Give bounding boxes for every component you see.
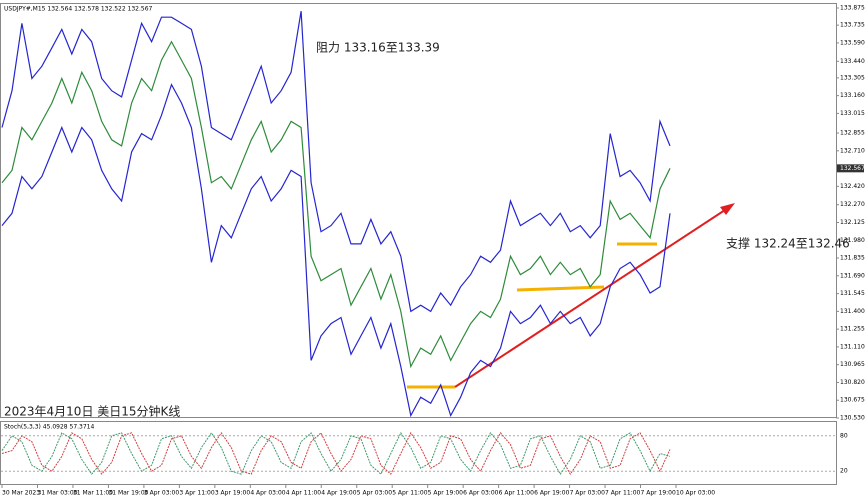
x-tick-label: 3 Apr 03:00 [144, 490, 179, 497]
x-tick-label: 7 Apr 03:00 [570, 490, 605, 497]
annotation: 支撑 132.24至132.46 [726, 236, 850, 251]
y-tick-label: 131.255 [840, 326, 865, 333]
series-line [1, 83, 671, 418]
stoch-label: Stoch(5,3,3) 45.0928 57.3714 [4, 424, 95, 431]
x-tick-label: 31 Mar 19:00 [108, 490, 148, 497]
y-tick-label: 130.675 [840, 397, 865, 404]
y-tick-label: 133.735 [840, 22, 865, 29]
stoch-frame [0, 421, 837, 485]
series-line [1, 431, 671, 476]
x-tick-label: 31 Mar 11:00 [73, 490, 113, 497]
x-tick-label: 30 Mar 2023 [2, 490, 40, 497]
support-line [516, 285, 605, 292]
price-box [837, 164, 864, 173]
y-tick-label: 133.160 [840, 92, 865, 99]
drawings [407, 203, 735, 389]
y-tick-label: 131.690 [840, 272, 865, 279]
trend-line [454, 209, 726, 388]
annotation: 2023年4月10日 美日15分钟K线 [4, 404, 180, 419]
x-tick-label: 7 Apr 11:00 [605, 490, 640, 497]
y-tick-label: 20 [840, 468, 848, 475]
x-tick-label: 6 Apr 19:00 [534, 490, 569, 497]
x-tick-label: 10 Apr 03:00 [676, 490, 715, 497]
y-tick-label: 131.545 [840, 290, 865, 297]
y-tick-label: 132.420 [840, 183, 865, 190]
x-tick-label: 4 Apr 19:00 [321, 490, 356, 497]
series-line [1, 40, 671, 369]
annotation: 阻力 133.16至133.39 [316, 41, 440, 55]
x-tick-label: 5 Apr 11:00 [392, 490, 427, 497]
y-tick-label: 133.875 [840, 5, 865, 12]
x-tick-label: 4 Apr 03:00 [250, 490, 285, 497]
y-tick-label: 131.980 [840, 237, 865, 244]
y-tick-label: 131.400 [840, 308, 865, 315]
x-tick-label: 3 Apr 19:00 [215, 490, 250, 497]
x-tick-label: 5 Apr 03:00 [357, 490, 392, 497]
main-frame [0, 3, 837, 418]
y-tick-label: 80 [840, 432, 848, 439]
y-tick-label: 130.820 [840, 379, 865, 386]
chart-title: USDJPY#,M15 132.564 132.578 132.522 132.… [4, 6, 153, 13]
x-tick-label: 5 Apr 19:00 [428, 490, 463, 497]
current-price: 132.567 [840, 165, 865, 172]
arrow-head [720, 203, 735, 215]
x-tick-label: 6 Apr 03:00 [463, 490, 498, 497]
y-tick-label: 133.015 [840, 110, 865, 117]
y-tick-label: 130.965 [840, 361, 865, 368]
x-tick-label: 3 Apr 11:00 [179, 490, 214, 497]
y-tick-label: 131.110 [840, 343, 865, 350]
x-tick-label: 6 Apr 11:00 [499, 490, 534, 497]
y-tick-label: 133.305 [840, 74, 865, 81]
series-line [1, 11, 671, 313]
y-tick-label: 131.835 [840, 255, 865, 262]
y-tick-label: 130.530 [840, 415, 865, 422]
y-tick-label: 132.855 [840, 130, 865, 137]
y-tick-label: 132.125 [840, 219, 865, 226]
y-tick-label: 132.270 [840, 201, 865, 208]
y-tick-label: 132.710 [840, 147, 865, 154]
y-tick-label: 133.590 [840, 39, 865, 46]
x-tick-label: 7 Apr 19:00 [641, 490, 676, 497]
y-tick-label: 133.440 [840, 58, 865, 65]
x-tick-label: 4 Apr 11:00 [286, 490, 321, 497]
series-line [1, 431, 671, 476]
x-tick-label: 31 Mar 03:00 [37, 490, 77, 497]
